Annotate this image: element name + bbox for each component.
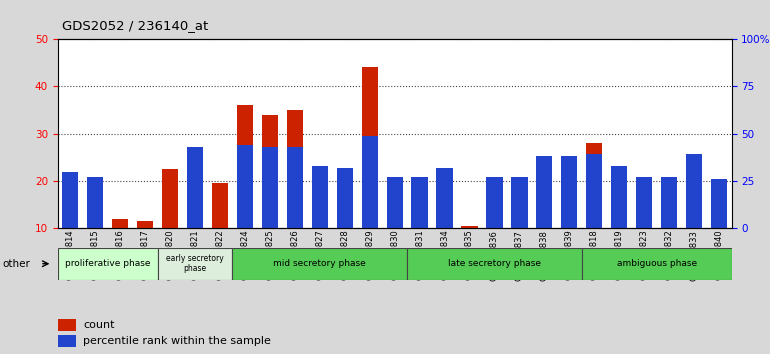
Bar: [62, 171, 79, 228]
Bar: [237, 145, 253, 228]
Text: ambiguous phase: ambiguous phase: [617, 259, 697, 268]
Text: proliferative phase: proliferative phase: [65, 259, 150, 268]
Text: late secretory phase: late secretory phase: [448, 259, 541, 268]
Bar: [586, 143, 602, 154]
Bar: [312, 166, 328, 228]
Bar: [586, 154, 602, 228]
Bar: [58, 248, 158, 280]
Bar: [237, 105, 253, 145]
Bar: [58, 319, 76, 331]
Bar: [158, 248, 233, 280]
Bar: [487, 177, 503, 228]
Bar: [262, 115, 278, 147]
Bar: [137, 221, 153, 228]
Bar: [611, 166, 628, 228]
Bar: [286, 147, 303, 228]
Bar: [536, 156, 552, 228]
Text: other: other: [2, 259, 30, 269]
Bar: [686, 154, 702, 228]
Bar: [58, 335, 76, 347]
Bar: [233, 248, 407, 280]
Bar: [411, 177, 427, 228]
Bar: [561, 156, 578, 228]
Bar: [262, 147, 278, 228]
Bar: [511, 177, 527, 228]
Bar: [286, 110, 303, 147]
Text: percentile rank within the sample: percentile rank within the sample: [83, 336, 271, 346]
Bar: [407, 248, 582, 280]
Text: count: count: [83, 320, 115, 330]
Bar: [112, 219, 129, 228]
Text: mid secretory phase: mid secretory phase: [273, 259, 367, 268]
Bar: [187, 147, 203, 228]
Text: GDS2052 / 236140_at: GDS2052 / 236140_at: [62, 19, 208, 33]
Bar: [162, 169, 178, 228]
Bar: [661, 177, 678, 228]
Bar: [711, 179, 727, 228]
Bar: [362, 136, 378, 228]
Bar: [636, 177, 652, 228]
Bar: [437, 168, 453, 228]
Bar: [582, 248, 732, 280]
Bar: [336, 168, 353, 228]
Bar: [362, 67, 378, 136]
Bar: [461, 226, 477, 228]
Bar: [387, 177, 403, 228]
Bar: [87, 177, 103, 228]
Bar: [212, 183, 228, 228]
Text: early secretory
phase: early secretory phase: [166, 254, 224, 273]
